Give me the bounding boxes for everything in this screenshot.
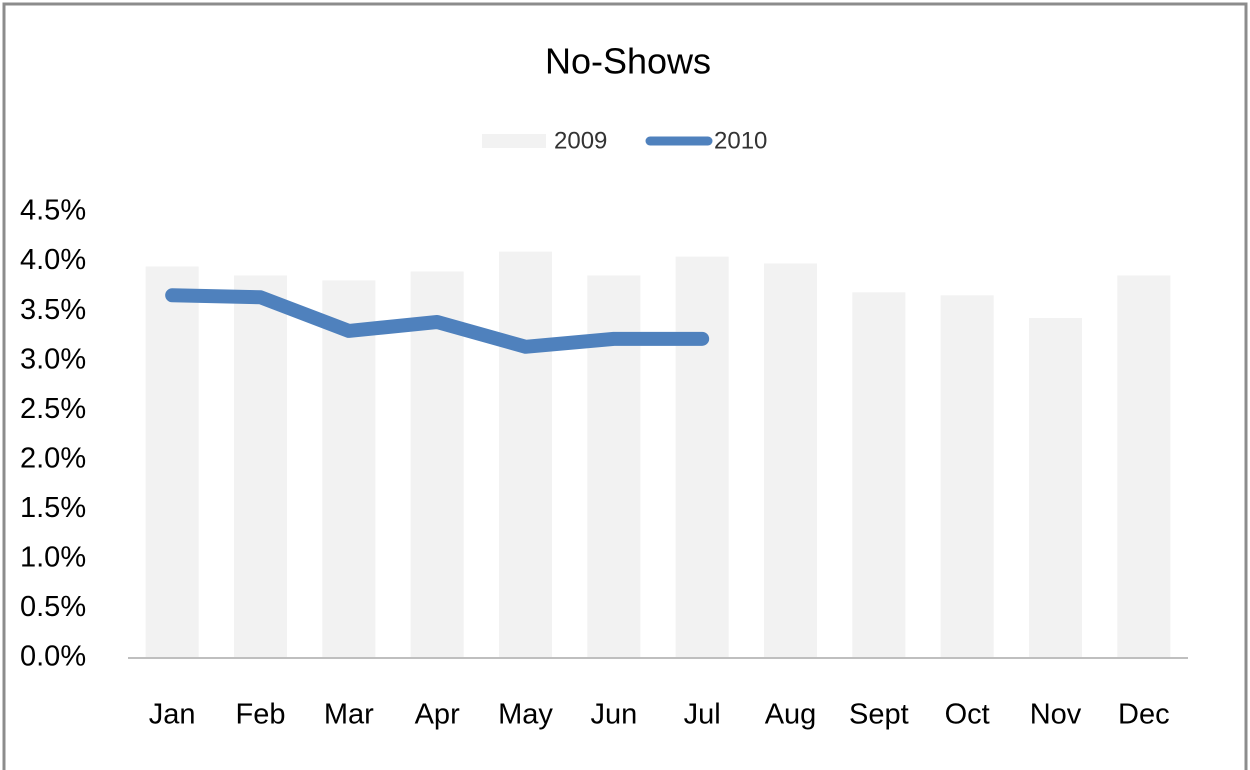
bar: [145, 266, 199, 658]
y-tick-label: 2.5%: [20, 393, 86, 425]
x-tick-label: Dec: [1118, 699, 1170, 731]
legend-swatch: [482, 134, 546, 148]
bar: [1117, 275, 1171, 658]
line: [165, 288, 710, 354]
y-tick-label: 4.5%: [20, 195, 86, 227]
x-tick-label: Jan: [149, 699, 196, 731]
bar: [499, 251, 552, 658]
y-tick-label: 4.0%: [20, 244, 86, 276]
bar: [940, 295, 994, 658]
y-tick-label: 3.5%: [20, 294, 86, 326]
y-tick-label: 1.0%: [20, 542, 86, 574]
bar: [234, 275, 287, 658]
bar: [675, 256, 729, 658]
y-tick-label: 0.0%: [20, 641, 86, 673]
y-tick-label: 2.0%: [20, 442, 86, 474]
bar: [322, 280, 376, 658]
y-tick-label: 0.5%: [20, 591, 86, 623]
x-tick-label: Jul: [684, 699, 721, 731]
bar: [764, 263, 817, 658]
y-tick-label: 1.5%: [20, 492, 86, 524]
y-tick-label: 3.0%: [20, 343, 86, 375]
legend-label: 2010: [714, 127, 767, 154]
x-tick-label: Apr: [415, 699, 460, 731]
x-tick-label: Nov: [1030, 699, 1082, 731]
chart-title: No-Shows: [545, 41, 711, 82]
x-tick-label: Oct: [945, 699, 990, 731]
x-tick-label: Sept: [849, 699, 909, 731]
legend-label: 2009: [554, 127, 607, 154]
bar: [852, 292, 906, 658]
x-tick-label: Jun: [590, 699, 637, 731]
x-tick-label: Mar: [324, 699, 374, 731]
bar: [1029, 318, 1082, 658]
x-tick-label: Aug: [765, 699, 817, 731]
x-tick-label: May: [498, 699, 553, 731]
bar: [410, 271, 464, 658]
x-tick-label: Feb: [236, 699, 286, 731]
